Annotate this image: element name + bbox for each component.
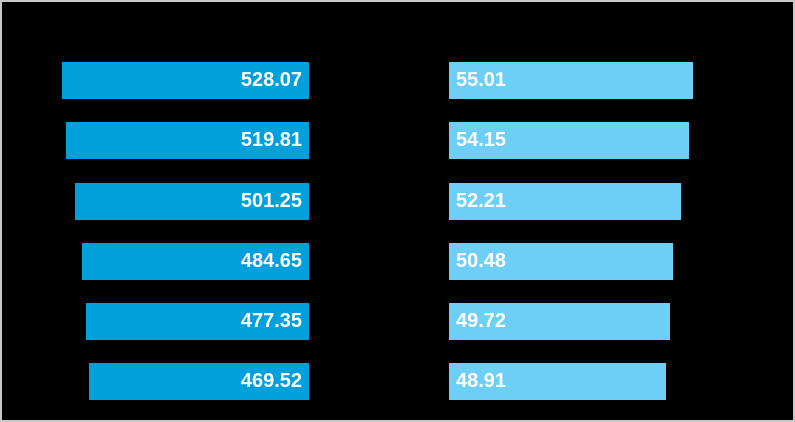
- bar-value-label: 48.91: [456, 370, 507, 392]
- bar-value-label: 501.25: [240, 190, 302, 212]
- bar-left-group: 469.52: [89, 363, 309, 400]
- bar-value-label: 484.65: [240, 250, 302, 272]
- bar-left-group: 501.25: [75, 183, 309, 220]
- bar-value-label: 55.01: [456, 69, 507, 91]
- bar-right-group: 55.01: [449, 62, 693, 99]
- bar-left-group: 519.81: [66, 122, 309, 159]
- bar-right-group: 48.91: [449, 363, 666, 400]
- bar-right-group: 50.48: [449, 243, 673, 280]
- bar-left-group: 484.65: [82, 243, 309, 280]
- bar-right-group: 52.21: [449, 183, 681, 220]
- bar-value-label: 52.21: [456, 190, 507, 212]
- bar-value-label: 54.15: [456, 129, 507, 151]
- bar-value-label: 528.07: [240, 69, 302, 91]
- bar-left-group: 528.07: [62, 62, 309, 99]
- bar-value-label: 469.52: [240, 370, 302, 392]
- bar-value-label: 519.81: [240, 129, 302, 151]
- bar-value-label: 50.48: [456, 250, 507, 272]
- bar-right-group: 54.15: [449, 122, 689, 159]
- bar-left-group: 477.35: [86, 303, 309, 340]
- bar-value-label: 477.35: [240, 310, 302, 332]
- bar-right-group: 49.72: [449, 303, 670, 340]
- bar-value-label: 49.72: [456, 310, 507, 332]
